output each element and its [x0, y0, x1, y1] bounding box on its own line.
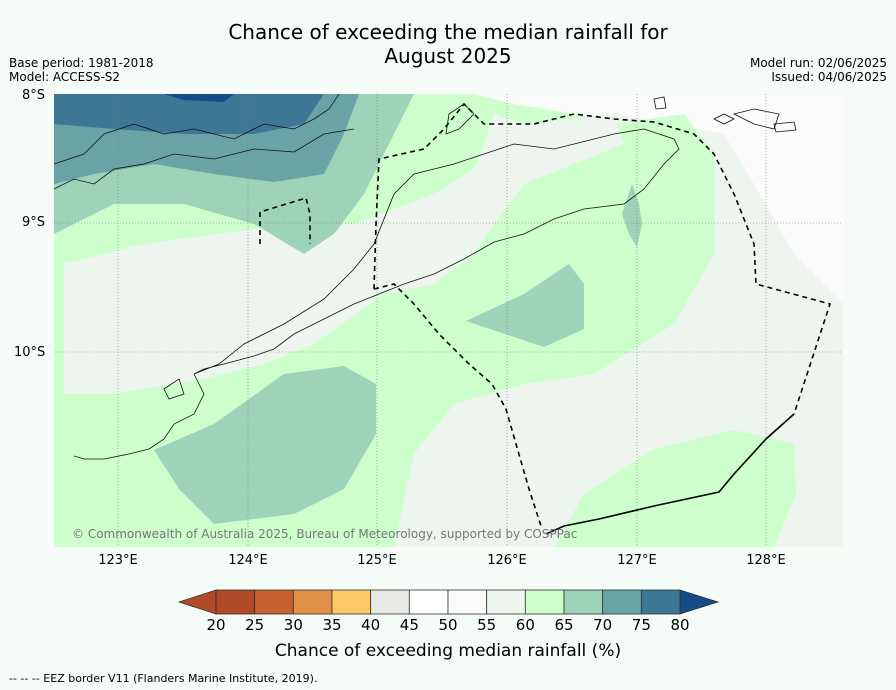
meta-right: Model run: 02/06/2025 Issued: 04/06/2025 — [750, 56, 887, 84]
colorbar-cell — [254, 589, 294, 615]
zone-80-north — [164, 94, 234, 102]
zone-60-65-southeast — [554, 430, 796, 547]
lon-label-128e: 128°E — [746, 553, 786, 568]
colorbar-extend-low — [178, 589, 217, 615]
coastlines — [54, 94, 797, 460]
eez-border — [259, 102, 832, 535]
title-line-2: August 2025 — [384, 44, 512, 68]
colorbar-tick-label: 80 — [670, 616, 690, 634]
colorbar-tick-label: 55 — [477, 616, 497, 634]
colorbar-cell — [563, 589, 604, 615]
colorbar-title: Chance of exceeding median rainfall (%) — [274, 641, 622, 661]
chart-title: Chance of exceeding the median rainfall … — [0, 20, 896, 68]
colorbar-cell — [370, 589, 410, 615]
colorbar-tick-label: 20 — [206, 616, 226, 634]
colorbar-cell — [640, 589, 681, 615]
zone-55-60-central — [64, 114, 624, 394]
colorbar-tick-label: 60 — [515, 616, 535, 634]
model-name: Model: ACCESS-S2 — [9, 70, 121, 84]
colorbar-tick-label: 65 — [554, 616, 574, 634]
colorbar-tick-label: 70 — [593, 616, 613, 634]
colorbar-cell — [215, 589, 256, 615]
colorbar-tick-label: 75 — [631, 616, 651, 634]
colorbar-tick-label: 45 — [399, 616, 419, 634]
lon-label-127e: 127°E — [617, 553, 657, 568]
zone-65-70-southwest — [154, 366, 376, 524]
lon-label-125e: 125°E — [357, 553, 397, 568]
gridlines — [54, 94, 843, 547]
colorbar-cell — [292, 589, 333, 615]
zone-65-70-central — [466, 264, 584, 347]
copyright-notice: © Commonwealth of Australia 2025, Bureau… — [72, 527, 578, 541]
colorbar-tick-label: 50 — [438, 616, 458, 634]
colorbar-cell — [486, 589, 526, 615]
lat-label-8s: 8°S — [22, 88, 46, 103]
colorbar-cell — [331, 589, 372, 615]
colorbar-tick-label: 35 — [322, 616, 342, 634]
colorbar-cell — [447, 589, 488, 615]
lon-label-124e: 124°E — [228, 553, 268, 568]
colorbar-cell — [408, 589, 449, 615]
zone-75-80-north — [54, 94, 324, 134]
base-period: Base period: 1981-2018 — [9, 56, 154, 70]
lat-label-10s: 10°S — [14, 345, 46, 360]
colorbar-cell — [524, 589, 565, 615]
lon-label-126e: 126°E — [487, 553, 527, 568]
zone-50-55 — [474, 94, 843, 304]
model-run: Model run: 02/06/2025 — [749, 56, 887, 70]
lon-label-123e: 123°E — [98, 553, 138, 568]
colorbar-tick-label: 40 — [361, 616, 381, 634]
meta-left: Base period: 1981-2018 Model: ACCESS-S2 — [9, 56, 154, 84]
issued-date: Issued: 04/06/2025 — [771, 70, 887, 84]
eez-footnote: -- -- -- EEZ border V11 (Flanders Marine… — [9, 672, 318, 685]
title-line-1: Chance of exceeding the median rainfall … — [228, 20, 668, 44]
colorbar-cell — [602, 589, 642, 615]
rainfall-map — [54, 94, 843, 547]
lat-label-9s: 9°S — [22, 215, 46, 230]
colorbar — [178, 589, 720, 615]
colorbar-extend-high — [679, 589, 720, 615]
colorbar-tick-label: 30 — [283, 616, 303, 634]
colorbar-tick-label: 25 — [245, 616, 265, 634]
